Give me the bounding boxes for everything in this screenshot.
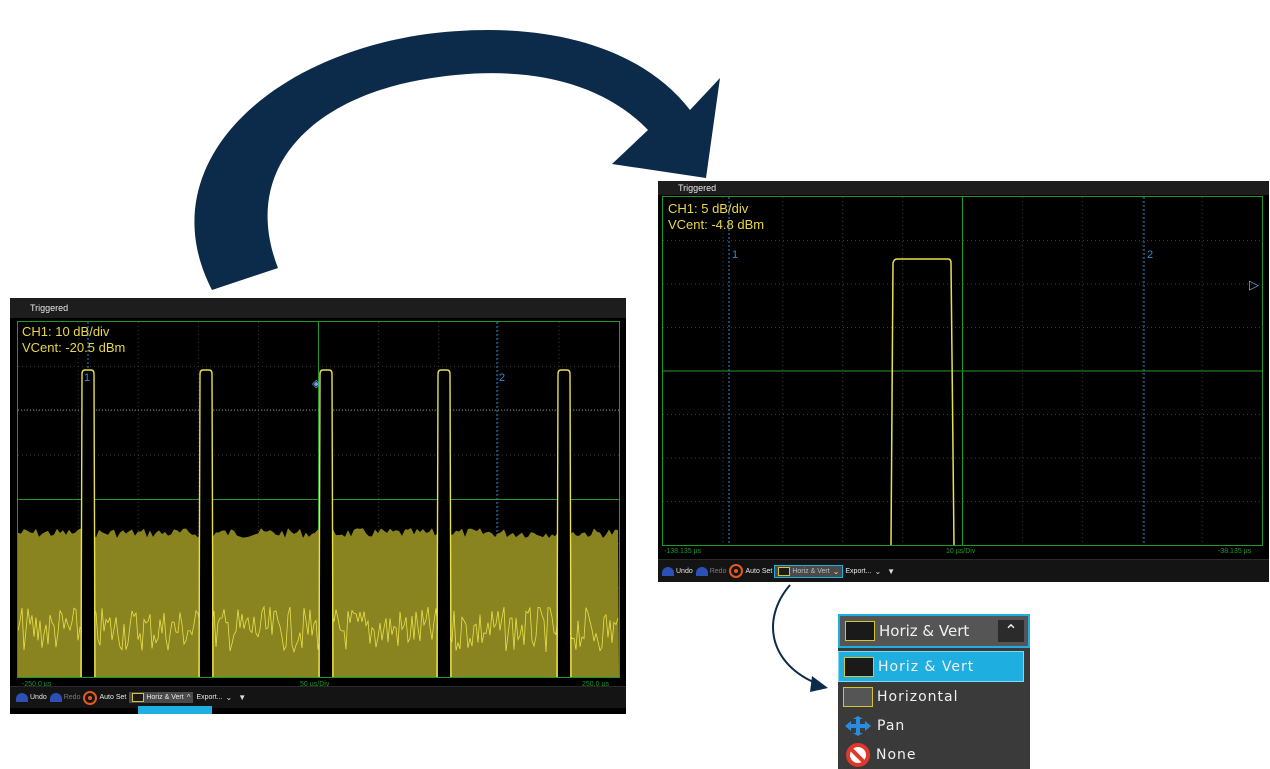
undo-icon — [16, 693, 28, 702]
selected-zoom-mode: Horiz & Vert — [879, 622, 970, 640]
option-horiz-vert[interactable]: Horiz & Vert — [838, 651, 1024, 682]
undo-button[interactable]: Undo — [662, 566, 693, 576]
pulse-trace — [556, 369, 572, 677]
x-axis-right: 250.0 µs — [582, 681, 609, 688]
x-axis-scale: 50 µs/Div — [300, 681, 330, 688]
chevron-down-icon: ⌄ — [832, 566, 840, 576]
trigger-marker-icon[interactable]: ◈ — [312, 378, 321, 390]
status-bar: Triggered — [10, 298, 626, 318]
pan-icon — [845, 715, 871, 736]
zoom-mode-popup-indicator — [138, 706, 212, 714]
pulse-gap — [558, 370, 570, 677]
pulse-gap — [200, 370, 212, 677]
vertical-center: VCent: -4.8 dBm — [668, 217, 765, 232]
pulse-gap — [82, 370, 94, 677]
pulse-trace — [318, 369, 334, 677]
export-button[interactable]: Export... ⌄ — [845, 566, 882, 576]
caret-up-icon: ^ — [186, 693, 191, 702]
bottom-toolbar: Undo Redo Auto Set Horiz & Vert ⌄ Export.… — [658, 559, 1269, 582]
chevron-down-icon: ⌄ — [874, 566, 882, 576]
x-axis-right: -38.135 µs — [1218, 548, 1252, 555]
more-menu-button[interactable]: ▼ — [235, 693, 246, 702]
autoset-button[interactable]: Auto Set — [83, 690, 126, 705]
zoom-mode-dropdown: Horiz & Vert ⌃ Horiz & Vert Horizontal P… — [838, 614, 1030, 769]
zoom-mode-select[interactable]: Horiz & Vert ^ — [129, 692, 194, 703]
x-axis-left: -138.135 µs — [664, 548, 702, 555]
channel-scale: CH1: 5 dB/div — [668, 201, 749, 216]
zoom-icon — [844, 656, 874, 677]
zoom-mode-select-header[interactable]: Horiz & Vert ⌃ — [838, 614, 1030, 648]
triangle-down-icon: ▼ — [887, 566, 896, 576]
zoom-mode-select[interactable]: Horiz & Vert ⌄ — [774, 564, 844, 578]
pulse-trace — [198, 369, 214, 677]
horizontal-zoom-icon — [843, 686, 873, 707]
bottom-toolbar: Undo Redo Auto Set Horiz & Vert ^ Export.… — [10, 686, 626, 708]
option-pan[interactable]: Pan — [838, 711, 1030, 740]
pulse-gap — [320, 370, 332, 677]
trigger-status: Triggered — [30, 303, 69, 313]
undo-button[interactable]: Undo — [16, 693, 47, 702]
option-none[interactable]: None — [838, 740, 1030, 769]
cursor-1-label[interactable]: 1 — [84, 372, 91, 384]
waveform-display[interactable]: CH1: 10 dB/div VCent: -20.5 dBm 1 2 ◈ — [17, 321, 620, 678]
redo-button[interactable]: Redo — [49, 693, 80, 702]
chevron-down-icon: ⌄ — [225, 693, 233, 702]
cursor-1-label[interactable]: 1 — [732, 249, 739, 261]
pulse-trace — [436, 369, 452, 677]
target-icon — [83, 690, 98, 705]
channel-scale: CH1: 10 dB/div — [22, 324, 110, 339]
waveform-display[interactable]: CH1: 5 dB/div VCent: -4.8 dBm 1 2 ▷ — [662, 196, 1263, 546]
right-scope-window: Triggered CH1: 5 dB/div VCent: -4.8 dBm … — [658, 181, 1269, 582]
redo-icon — [695, 566, 708, 576]
chevron-up-icon[interactable]: ⌃ — [998, 620, 1024, 642]
redo-button[interactable]: Redo — [695, 566, 726, 576]
undo-icon — [662, 566, 674, 576]
triangle-down-icon: ▼ — [238, 693, 247, 702]
option-horizontal[interactable]: Horizontal — [838, 682, 1030, 711]
pulse-gap — [438, 370, 450, 677]
channel-info: CH1: 10 dB/div VCent: -20.5 dBm — [22, 324, 125, 356]
cursor-2-label[interactable]: 2 — [499, 372, 506, 384]
trigger-level-marker-icon[interactable]: ▷ — [1249, 277, 1259, 292]
redo-icon — [49, 693, 62, 702]
x-axis-left: -250.0 µs — [22, 681, 52, 688]
left-scope-window: Triggered CH1: 10 dB/div VCent: -20.5 dB… — [10, 298, 626, 714]
more-menu-button[interactable]: ▼ — [884, 567, 895, 576]
zoom-icon — [132, 693, 145, 702]
target-icon — [729, 564, 744, 578]
zoom-icon — [778, 566, 791, 576]
vertical-center: VCent: -20.5 dBm — [22, 340, 126, 355]
pulse-trace — [890, 258, 955, 545]
zoom-icon — [845, 621, 875, 641]
channel-info: CH1: 5 dB/div VCent: -4.8 dBm — [668, 201, 764, 233]
pulse-trace — [80, 369, 96, 677]
status-bar: Triggered — [658, 181, 1269, 195]
noise-floor — [18, 528, 619, 677]
trigger-status: Triggered — [678, 183, 717, 193]
x-axis-scale: 10 µs/Div — [946, 548, 976, 555]
export-button[interactable]: Export... ⌄ — [196, 693, 233, 702]
noise-trace — [18, 605, 619, 654]
cursor-2-label[interactable]: 2 — [1147, 249, 1154, 261]
autoset-button[interactable]: Auto Set — [729, 564, 772, 578]
